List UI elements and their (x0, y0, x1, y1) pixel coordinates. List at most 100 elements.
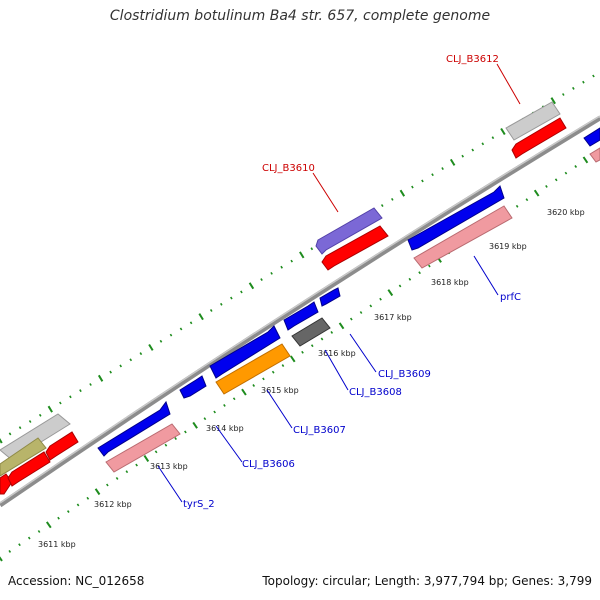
gene-label-clj-b3610[interactable]: CLJ_B3610 (262, 163, 315, 174)
minor-tick (398, 284, 402, 288)
major-tick (550, 97, 556, 105)
tick-labels: 3611 kbp 3612 kbp 3613 kbp 3614 kbp 3615… (38, 208, 585, 549)
minor-tick (431, 173, 434, 177)
gene-label-clj-b3607[interactable]: CLJ_B3607 (293, 425, 346, 436)
minor-tick (441, 167, 444, 170)
major-tick (582, 156, 589, 164)
minor-tick (369, 304, 373, 308)
gene-label-clj-b3609[interactable]: CLJ_B3609 (378, 369, 431, 380)
outer-gene-track (0, 101, 567, 495)
minor-tick (89, 383, 92, 386)
minor-tick (27, 536, 31, 540)
minor-tick (564, 171, 568, 175)
minor-tick (86, 496, 90, 500)
gene-forward[interactable] (179, 375, 207, 399)
gene-forward[interactable] (319, 287, 341, 307)
gene-forward[interactable] (407, 185, 505, 251)
inner-tick-track (0, 151, 597, 562)
gene-label-prfc[interactable]: prfC (500, 292, 521, 303)
minor-tick (164, 443, 168, 447)
gene-forward[interactable] (583, 127, 600, 147)
minor-tick (525, 198, 529, 202)
minor-tick (76, 503, 80, 507)
minor-tick (109, 370, 112, 374)
gene-pseudo[interactable] (589, 147, 600, 163)
minor-tick (359, 311, 363, 314)
gene-reverse[interactable] (511, 117, 567, 159)
minor-tick (135, 463, 138, 467)
minor-tick (184, 430, 187, 434)
minor-tick (491, 136, 495, 140)
major-tick (97, 374, 104, 382)
gene-rna[interactable] (0, 413, 71, 461)
minor-tick (461, 154, 464, 158)
minor-tick (240, 290, 243, 294)
minor-tick (330, 330, 334, 334)
minor-tick (380, 204, 384, 208)
minor-tick (391, 197, 394, 201)
gene-orange[interactable] (215, 343, 291, 395)
major-tick (289, 355, 296, 363)
gene-purple[interactable] (315, 207, 383, 255)
gene-label-tyrs-2[interactable]: tyrS_2 (183, 499, 215, 510)
callout-leader (349, 333, 377, 373)
minor-tick (115, 476, 119, 480)
minor-tick (174, 437, 177, 441)
callout-lines (157, 63, 521, 503)
minor-tick (411, 185, 414, 189)
gene-forward[interactable] (209, 325, 281, 379)
callout-labels: CLJ_B3612 CLJ_B3610 prfC CLJ_B3609 CLJ_B… (183, 54, 521, 510)
major-tick (192, 421, 198, 429)
minor-tick (271, 370, 275, 374)
callout-leader (324, 349, 349, 391)
minor-tick (169, 333, 173, 337)
gene-rna[interactable] (505, 101, 561, 141)
major-tick (399, 189, 406, 197)
major-tick (533, 189, 540, 197)
minor-tick (554, 178, 558, 182)
major-tick (0, 556, 3, 562)
minor-tick (213, 410, 216, 414)
genome-backbone-highlight (0, 115, 600, 504)
major-tick (387, 289, 394, 297)
minor-tick (8, 432, 12, 436)
minor-tick (574, 165, 578, 168)
minor-tick (179, 327, 183, 331)
callout-leader (473, 255, 499, 296)
genome-stats-text: Topology: circular; Length: 3,977,794 bp… (262, 574, 592, 588)
gene-reverse[interactable] (321, 225, 389, 271)
minor-tick (37, 530, 41, 533)
major-tick (143, 455, 150, 462)
major-tick (299, 251, 305, 259)
gene-forward[interactable] (97, 400, 171, 457)
minor-tick (232, 397, 236, 401)
gene-reverse[interactable] (45, 431, 79, 461)
gene-label-clj-b3606[interactable]: CLJ_B3606 (242, 459, 295, 470)
major-tick (338, 322, 345, 330)
gene-forward[interactable] (283, 301, 319, 331)
minor-tick (270, 271, 273, 275)
gene-label-clj-b3608[interactable]: CLJ_B3608 (349, 387, 402, 398)
minor-tick (66, 510, 70, 513)
major-tick (241, 388, 247, 396)
gene-reverse[interactable] (7, 451, 51, 487)
major-tick (198, 313, 204, 321)
minor-tick (189, 321, 193, 325)
minor-tick (545, 184, 548, 188)
callout-leader (312, 172, 339, 213)
minor-tick (8, 549, 12, 553)
minor-tick (119, 364, 122, 368)
gene-olive[interactable] (0, 437, 47, 477)
minor-tick (129, 358, 133, 362)
minor-tick (262, 377, 265, 381)
genome-backbone (0, 115, 600, 508)
callout-leader (266, 389, 293, 429)
minor-tick (69, 395, 72, 399)
gene-dark-gray[interactable] (291, 317, 331, 347)
gene-label-clj-b3612[interactable]: CLJ_B3612 (446, 54, 499, 65)
gene-pseudo[interactable] (413, 205, 513, 269)
tick-label: 3614 kbp (206, 424, 244, 433)
gene-pseudo[interactable] (105, 423, 181, 473)
minor-tick (38, 413, 42, 417)
